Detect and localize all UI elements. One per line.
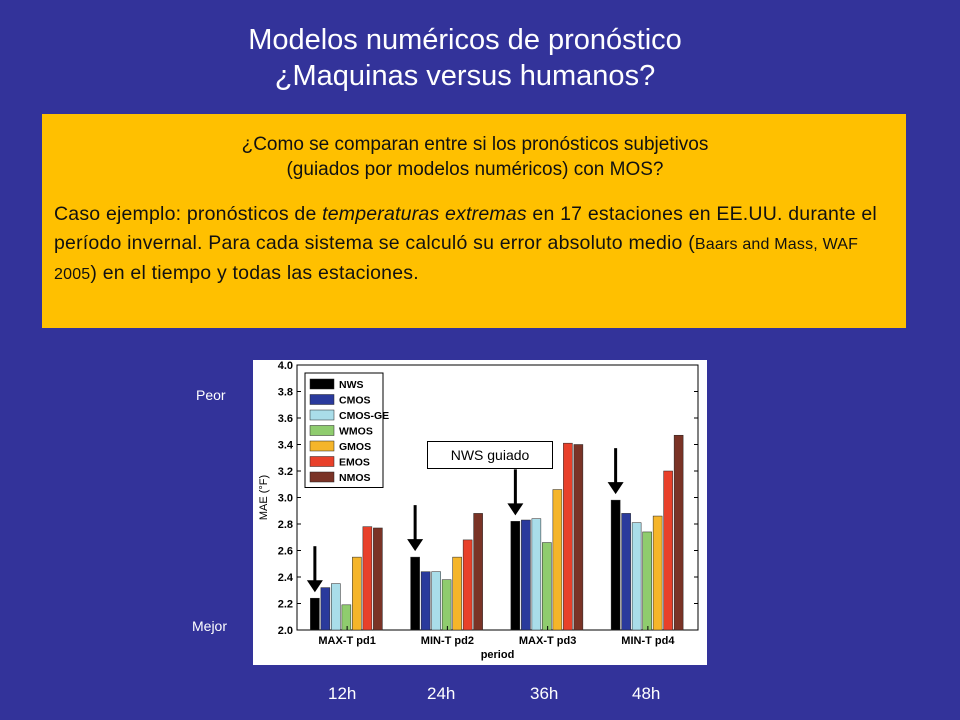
bar-cmos: [420, 571, 431, 631]
y-tick-label: 3.8: [278, 387, 293, 399]
bar-gmos: [552, 489, 563, 631]
bar-cmos-ge: [631, 522, 642, 631]
legend-label: NWS: [339, 379, 364, 391]
slide-title-line2: ¿Maquinas versus humanos?: [274, 60, 656, 92]
nws-arrow-head: [507, 503, 524, 516]
hour-label-36h: 36h: [530, 684, 559, 703]
bar-emos: [462, 539, 473, 631]
y-tick-label: 3.0: [278, 493, 293, 505]
legend-label: EMOS: [339, 457, 370, 469]
legend-label: NMOS: [339, 472, 371, 484]
body-text-1: Caso ejemplo: pronósticos de: [54, 203, 323, 225]
bar-cmos-ge: [331, 583, 341, 631]
bar-cmos: [521, 519, 531, 631]
y-tick-label: 3.4: [278, 440, 294, 452]
bar-nmos: [473, 513, 483, 631]
bar-emos: [663, 470, 673, 631]
worse-label: Peor: [196, 387, 226, 403]
bar-cmos-ge: [531, 518, 542, 631]
info-box: ¿Como se comparan entre si los pronóstic…: [42, 114, 906, 328]
hour-label-48h: 48h: [632, 684, 661, 703]
hour-label-12h: 12h: [328, 684, 357, 703]
bar-wmos: [341, 604, 352, 631]
bar-nws: [610, 499, 621, 631]
nws-arrow-head: [607, 482, 624, 495]
y-axis-label: MAE (°F): [258, 475, 270, 520]
bar-gmos: [652, 515, 663, 631]
bar-gmos: [452, 556, 462, 631]
hour-label-24h: 24h: [427, 684, 456, 703]
nws-guided-callout: NWS guiado: [427, 441, 553, 469]
body-text-2: en 17 estaciones en EE.UU. durante el pe…: [54, 203, 877, 254]
legend-label: CMOS: [339, 395, 371, 407]
legend-swatch: [309, 456, 335, 467]
bar-nws: [410, 556, 420, 631]
bar-emos: [362, 526, 373, 631]
bar-cmos-ge: [431, 571, 441, 631]
legend-label: GMOS: [339, 441, 371, 453]
slide-title-line1: Modelos numéricos de pronóstico: [248, 24, 682, 56]
legend-label: WMOS: [339, 426, 373, 438]
y-tick-label: 2.0: [278, 625, 293, 637]
body-emphasis: temperaturas extremas: [322, 203, 527, 225]
legend-swatch: [309, 425, 335, 436]
mae-chart: 2.0 2.2 2.4 2.6 2.8 3.0 3.2 3.4 3.6 3.8 4.0 MAE (°F…: [253, 360, 707, 665]
bar-cmos: [621, 513, 631, 631]
legend-swatch: [309, 378, 335, 390]
y-tick-label: 3.2: [278, 466, 293, 478]
nws-arrow-head: [306, 580, 323, 593]
legend-swatch: [309, 409, 335, 421]
x-tick-label: MIN-T pd2: [421, 635, 474, 647]
question-line1: ¿Como se comparan entre si los pronóstic…: [241, 134, 709, 155]
legend-swatch: [309, 471, 335, 483]
bar-nmos: [573, 444, 584, 631]
body-text-3: ) en el tiempo y todas las estaciones.: [90, 262, 419, 284]
bar-nmos: [373, 527, 383, 631]
better-label: Mejor: [192, 618, 228, 634]
mae-chart-svg: 2.0 2.2 2.4 2.6 2.8 3.0 3.2 3.4 3.6 3.8 4.0 MAE (°F…: [258, 360, 699, 661]
legend-swatch: [309, 394, 335, 405]
x-tick-label: MAX-T pd1: [318, 635, 375, 647]
nws-arrow-head: [407, 539, 424, 552]
bar-wmos: [542, 542, 552, 631]
x-axis-label: period: [481, 649, 515, 661]
bar-gmos: [352, 556, 362, 631]
legend-swatch: [309, 440, 335, 452]
bar-emos: [563, 442, 573, 631]
y-tick-label: 2.4: [278, 572, 294, 584]
bar-wmos: [441, 579, 452, 631]
y-tick-label: 2.2: [278, 599, 293, 611]
bar-nws: [310, 597, 320, 631]
case-description: Caso ejemplo: pronósticos de temperatura…: [54, 200, 896, 289]
body-reference: Baars and Mass, WAF 2005: [54, 236, 859, 283]
bar-cmos: [320, 587, 331, 631]
y-tick-label: 4.0: [278, 360, 293, 372]
y-tick-label: 2.6: [278, 546, 293, 558]
x-tick-label: MAX-T pd3: [519, 635, 576, 647]
legend-label: CMOS-GE: [339, 410, 389, 422]
x-tick-label: MIN-T pd4: [621, 635, 675, 647]
bar-wmos: [642, 531, 652, 631]
y-tick-label: 3.6: [278, 413, 293, 425]
bar-nmos: [673, 434, 684, 631]
bar-nws: [510, 521, 521, 631]
y-tick-label: 2.8: [278, 519, 293, 531]
question-line2: (guiados por modelos numéricos) con MOS?: [286, 159, 664, 180]
